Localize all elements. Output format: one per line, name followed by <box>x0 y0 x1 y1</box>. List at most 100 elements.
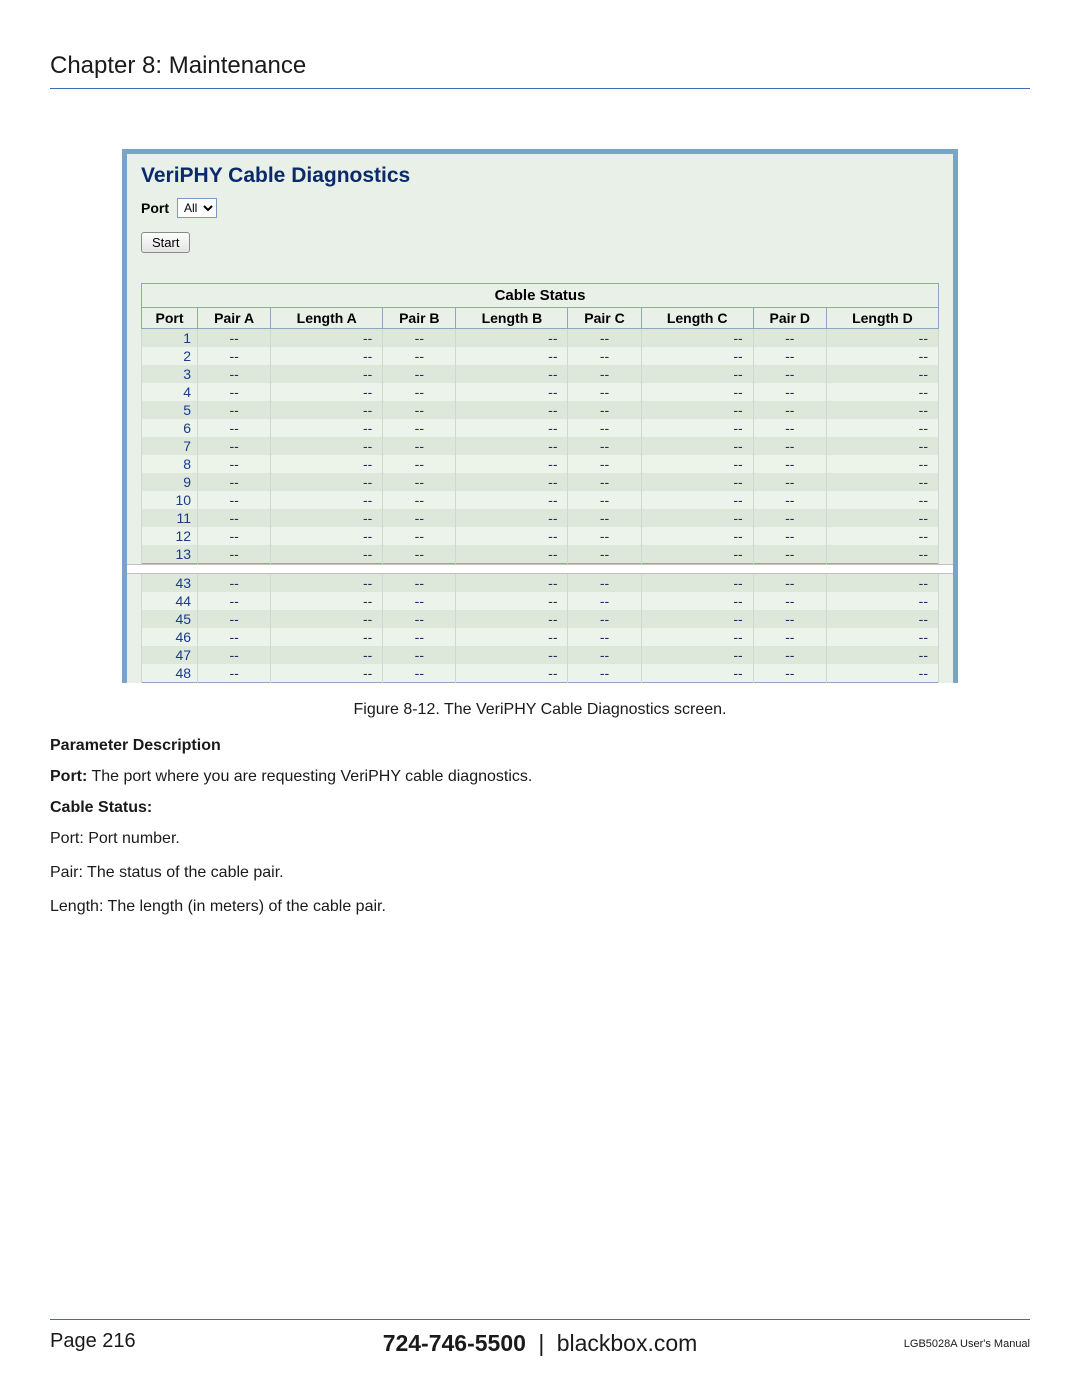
cable-status-table: Cable Status Port Pair A Length A Pair B… <box>141 283 939 564</box>
line-port: Port: Port number. <box>50 827 1030 851</box>
cell-pair: -- <box>198 545 271 564</box>
cell-pair: -- <box>383 628 456 646</box>
cell-length: -- <box>456 646 568 664</box>
cell-length: -- <box>456 628 568 646</box>
table-row: 3---------------- <box>142 365 939 383</box>
cell-length: -- <box>271 401 383 419</box>
cell-pair: -- <box>568 574 641 592</box>
table-row: 9---------------- <box>142 473 939 491</box>
footer-separator: | <box>538 1330 544 1356</box>
port-select[interactable]: All <box>177 198 217 218</box>
cell-port: 3 <box>142 365 198 383</box>
table-row: 2---------------- <box>142 347 939 365</box>
cell-length: -- <box>271 646 383 664</box>
port-control-row: Port All <box>141 198 939 218</box>
cell-port: 44 <box>142 592 198 610</box>
cell-pair: -- <box>383 610 456 628</box>
cell-port: 47 <box>142 646 198 664</box>
cell-length: -- <box>456 329 568 348</box>
cell-length: -- <box>456 401 568 419</box>
cell-pair: -- <box>568 491 641 509</box>
cell-pair: -- <box>568 592 641 610</box>
cell-length: -- <box>826 491 938 509</box>
cell-length: -- <box>271 628 383 646</box>
cell-pair: -- <box>198 329 271 348</box>
cell-length: -- <box>271 365 383 383</box>
cell-length: -- <box>271 592 383 610</box>
cell-length: -- <box>456 545 568 564</box>
table-title: Cable Status <box>142 284 939 308</box>
cell-length: -- <box>456 491 568 509</box>
cell-length: -- <box>826 592 938 610</box>
cell-length: -- <box>826 646 938 664</box>
cell-pair: -- <box>383 419 456 437</box>
cell-length: -- <box>826 473 938 491</box>
page-tear <box>127 564 953 574</box>
cell-port: 4 <box>142 383 198 401</box>
cell-length: -- <box>271 329 383 348</box>
cell-pair: -- <box>383 509 456 527</box>
cable-status-table-bottom: 43----------------44----------------45--… <box>141 574 939 683</box>
cell-port: 8 <box>142 455 198 473</box>
cell-port: 7 <box>142 437 198 455</box>
col-length-b: Length B <box>456 308 568 329</box>
cell-length: -- <box>271 491 383 509</box>
col-pair-a: Pair A <box>198 308 271 329</box>
cell-length: -- <box>641 437 753 455</box>
cell-length: -- <box>641 664 753 683</box>
cell-pair: -- <box>383 365 456 383</box>
cell-length: -- <box>826 383 938 401</box>
port-definition: Port: The port where you are requesting … <box>50 765 1030 789</box>
page-footer: Page 216 724-746-5500 | blackbox.com LGB… <box>50 1319 1030 1353</box>
cell-length: -- <box>641 347 753 365</box>
col-port: Port <box>142 308 198 329</box>
cell-pair: -- <box>198 664 271 683</box>
cell-length: -- <box>826 437 938 455</box>
start-button[interactable]: Start <box>141 232 190 253</box>
cell-length: -- <box>826 419 938 437</box>
cell-pair: -- <box>383 545 456 564</box>
table-row: 12---------------- <box>142 527 939 545</box>
cell-port: 1 <box>142 329 198 348</box>
cell-length: -- <box>456 437 568 455</box>
cell-pair: -- <box>568 347 641 365</box>
cell-pair: -- <box>198 383 271 401</box>
footer-site: blackbox.com <box>557 1330 698 1356</box>
cell-pair: -- <box>753 347 826 365</box>
parameter-description-heading: Parameter Description <box>50 737 1030 755</box>
cell-pair: -- <box>753 646 826 664</box>
table-row: 44---------------- <box>142 592 939 610</box>
cell-length: -- <box>826 455 938 473</box>
port-def-label: Port: <box>50 768 87 785</box>
cell-length: -- <box>456 509 568 527</box>
cell-pair: -- <box>753 491 826 509</box>
cell-length: -- <box>826 628 938 646</box>
table-row: 48---------------- <box>142 664 939 683</box>
col-length-a: Length A <box>271 308 383 329</box>
cell-pair: -- <box>568 455 641 473</box>
cell-length: -- <box>641 628 753 646</box>
cell-length: -- <box>826 509 938 527</box>
cell-length: -- <box>456 527 568 545</box>
cell-pair: -- <box>568 527 641 545</box>
port-def-text: The port where you are requesting VeriPH… <box>87 768 532 785</box>
cell-length: -- <box>641 419 753 437</box>
figure-caption: Figure 8-12. The VeriPHY Cable Diagnosti… <box>50 701 1030 719</box>
table-row: 13---------------- <box>142 545 939 564</box>
table-row: 11---------------- <box>142 509 939 527</box>
cell-pair: -- <box>198 437 271 455</box>
cell-port: 12 <box>142 527 198 545</box>
cell-length: -- <box>826 329 938 348</box>
cell-length: -- <box>456 664 568 683</box>
cell-pair: -- <box>753 401 826 419</box>
chapter-title: Chapter 8: Maintenance <box>50 52 1030 89</box>
cell-pair: -- <box>568 646 641 664</box>
cell-pair: -- <box>568 628 641 646</box>
cell-pair: -- <box>198 455 271 473</box>
cell-length: -- <box>641 509 753 527</box>
cell-pair: -- <box>753 329 826 348</box>
footer-phone: 724-746-5500 <box>383 1330 526 1356</box>
cell-pair: -- <box>383 347 456 365</box>
cell-port: 46 <box>142 628 198 646</box>
cell-length: -- <box>271 437 383 455</box>
